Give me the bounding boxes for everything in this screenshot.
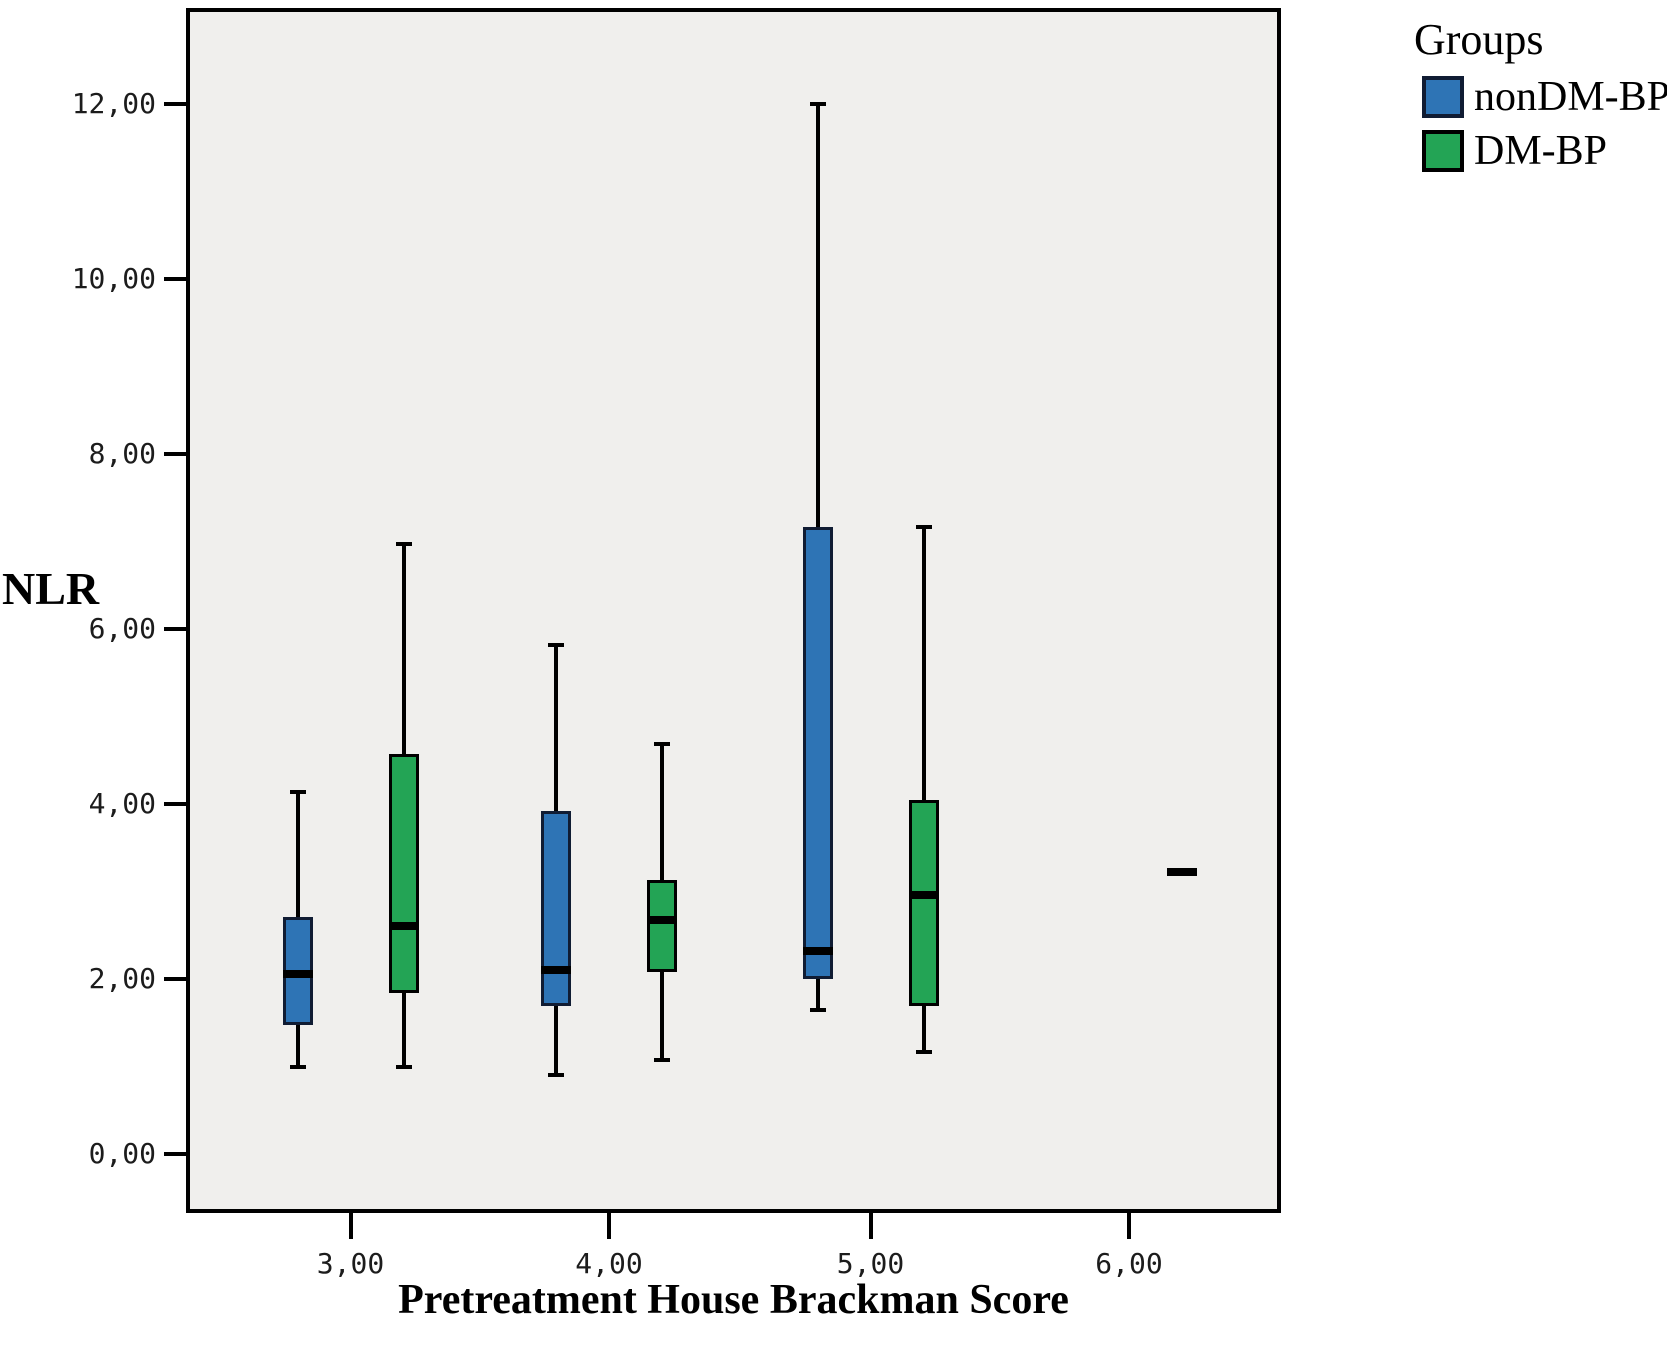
box-DM-BP-5,00 [908, 799, 939, 1007]
legend-entry-label: DM-BP [1474, 128, 1608, 174]
box-nonDM-BP-5,00 [802, 526, 833, 979]
x-tick-label: 6,00 [1095, 1247, 1163, 1280]
plot-area [186, 8, 1281, 1213]
median-DM-BP-5,00 [908, 891, 939, 899]
legend-entry-nondm-bp: nonDM-BP [1422, 73, 1667, 121]
whisker-cap-low-DM-BP-3,00 [395, 1064, 412, 1069]
x-tick-label: 4,00 [575, 1247, 643, 1280]
x-axis-title: Pretreatment House Brackman Score [398, 1277, 1069, 1323]
y-tick-mark [164, 627, 186, 631]
dm-bp-swatch-icon [1422, 130, 1464, 172]
whisker-cap-high-nonDM-BP-4,00 [548, 642, 564, 647]
median-nonDM-BP-4,00 [541, 966, 571, 975]
single-case-dash-DM-BP-6,00 [1167, 868, 1197, 877]
y-tick-mark [164, 802, 186, 806]
whisker-cap-high-DM-BP-5,00 [915, 524, 932, 529]
whisker-DM-BP-5,00 [921, 526, 926, 1052]
y-tick-mark [164, 452, 186, 456]
median-nonDM-BP-3,00 [282, 969, 313, 978]
legend-title: Groups [1414, 15, 1544, 64]
legend: Groups nonDM-BP DM-BP [1404, 14, 1667, 181]
median-nonDM-BP-5,00 [802, 947, 833, 955]
x-tick-label: 3,00 [316, 1247, 385, 1280]
y-tick-label: 2,00 [88, 962, 156, 995]
y-axis-title: NLR [2, 563, 100, 614]
y-tick-label: 6,00 [88, 612, 156, 645]
y-tick-mark [164, 102, 186, 106]
whisker-cap-low-nonDM-BP-5,00 [809, 1007, 826, 1012]
median-DM-BP-4,00 [647, 916, 677, 925]
whisker-cap-low-DM-BP-4,00 [654, 1058, 670, 1063]
y-tick-label: 10,00 [71, 262, 156, 295]
y-tick-label: 8,00 [88, 437, 156, 470]
whisker-cap-high-DM-BP-3,00 [395, 542, 412, 547]
x-tick-label: 5,00 [836, 1247, 905, 1280]
whisker-cap-low-nonDM-BP-4,00 [548, 1073, 564, 1078]
box-nonDM-BP-4,00 [541, 811, 571, 1007]
median-DM-BP-3,00 [388, 921, 419, 930]
x-tick-mark [348, 1213, 353, 1239]
legend-entry-dm-bp: DM-BP [1422, 127, 1664, 175]
whisker-cap-low-nonDM-BP-3,00 [289, 1064, 306, 1069]
legend-entry-label: nonDM-BP [1474, 74, 1667, 120]
y-tick-mark [164, 1152, 186, 1156]
nondm-bp-swatch-icon [1422, 76, 1464, 118]
x-tick-mark [607, 1213, 611, 1239]
box-DM-BP-4,00 [647, 880, 677, 972]
whisker-cap-high-nonDM-BP-5,00 [809, 102, 826, 106]
y-tick-label: 12,00 [71, 87, 156, 120]
x-tick-mark [868, 1213, 873, 1239]
x-tick-mark [1127, 1213, 1131, 1239]
whisker-cap-high-nonDM-BP-3,00 [289, 789, 306, 794]
whisker-cap-high-DM-BP-4,00 [654, 741, 670, 746]
whisker-cap-low-DM-BP-5,00 [915, 1049, 932, 1054]
y-tick-mark [164, 977, 186, 981]
y-tick-label: 4,00 [88, 787, 156, 820]
box-DM-BP-3,00 [388, 754, 419, 993]
y-tick-mark [164, 277, 186, 281]
y-tick-label: 0,00 [88, 1137, 156, 1170]
